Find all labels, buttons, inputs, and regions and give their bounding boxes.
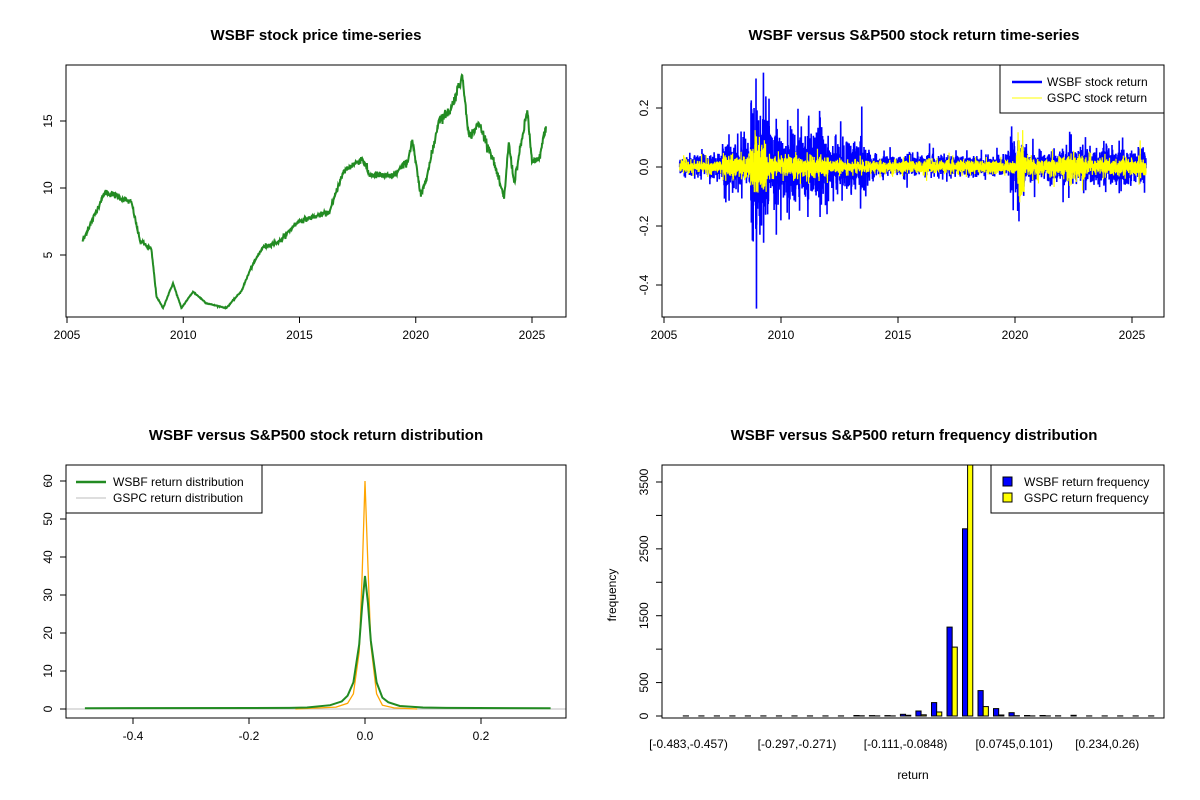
y-tick-label: 3500: [637, 468, 651, 495]
x-tick-label: 2010: [768, 328, 795, 342]
legend-swatch-gspc: [1002, 492, 1013, 503]
y-tick-label: 40: [41, 550, 55, 564]
return-legend: WSBF stock return GSPC stock return: [999, 64, 1165, 114]
y-tick-label: 10: [41, 181, 55, 195]
x-category-label: [-0.483,-0.457): [649, 737, 728, 751]
gspc-bar: [967, 465, 974, 717]
x-tick-label: 2005: [651, 328, 678, 342]
x-tick-label: 2025: [1119, 328, 1146, 342]
gspc-density-line: [295, 480, 418, 710]
wsbf-bar: [1008, 712, 1015, 717]
y-tick-label: 0.0: [637, 158, 651, 175]
price-plot-box: [65, 64, 567, 318]
price-line: [81, 73, 547, 311]
gspc-bar: [951, 646, 958, 717]
wsbf-bar: [962, 528, 969, 717]
return-plot-box: [661, 64, 1165, 318]
y-tick-label: 5: [41, 251, 55, 258]
x-category-label: [0.234,0.26): [1075, 737, 1139, 751]
wsbf-bar: [915, 710, 922, 717]
gspc-return-line: [679, 130, 1147, 203]
histogram-plot-box: [661, 464, 1165, 719]
x-tick-label: 2015: [286, 328, 313, 342]
legend-label-wsbf: WSBF return frequency: [1024, 475, 1149, 489]
return-title: WSBF versus S&P500 stock return time-ser…: [749, 27, 1080, 44]
gspc-bar: [936, 711, 943, 717]
wsbf-bar: [1039, 715, 1046, 717]
y-tick-label: 0: [637, 712, 651, 719]
y-tick-label: -0.4: [637, 274, 651, 295]
x-tick-label: 0.2: [473, 729, 490, 743]
gspc-bar: [920, 714, 927, 717]
x-category-label: [-0.297,-0.271): [758, 737, 837, 751]
x-tick-label: 2020: [402, 328, 429, 342]
x-tick-label: -0.2: [239, 729, 260, 743]
density-legend: WSBF return distribution GSPC return dis…: [65, 464, 263, 514]
x-category-label: [-0.111,-0.0848): [864, 737, 948, 751]
y-tick-label: 0.2: [637, 99, 651, 116]
y-tick-label: 60: [41, 474, 55, 488]
gspc-bar: [982, 706, 989, 717]
y-tick-label: 1500: [637, 602, 651, 629]
x-tick-label: 2010: [170, 328, 197, 342]
wsbf-bar: [946, 626, 953, 717]
wsbf-bar: [853, 715, 860, 717]
x-tick-label: 2005: [54, 328, 81, 342]
price-title: WSBF stock price time-series: [211, 27, 422, 44]
y-axis-label: frequency: [605, 569, 619, 622]
price-panel: WSBF stock price time-series 2005 2010 201…: [41, 27, 567, 342]
wsbf-bar: [1070, 714, 1077, 717]
legend-label-gspc: GSPC return distribution: [113, 491, 243, 505]
gspc-bar: [998, 714, 1005, 717]
wsbf-bar: [931, 702, 938, 717]
legend-label-wsbf: WSBF stock return: [1047, 75, 1148, 89]
y-tick-label: 50: [41, 512, 55, 526]
density-panel: WSBF versus S&P500 stock return distribu…: [41, 427, 567, 743]
x-axis-label: return: [897, 768, 928, 782]
x-tick-label: 2015: [885, 328, 912, 342]
y-tick-label: 20: [41, 626, 55, 640]
y-tick-label: 15: [41, 114, 55, 128]
wsbf-bar: [993, 708, 1000, 717]
x-tick-label: -0.4: [123, 729, 144, 743]
wsbf-density-line: [84, 575, 551, 710]
density-plot-box: [65, 464, 567, 719]
x-category-label: [0.0745,0.101): [975, 737, 1052, 751]
return-panel: WSBF versus S&P500 stock return time-ser…: [637, 27, 1165, 342]
wsbf-bar: [899, 713, 907, 717]
histogram-panel: WSBF versus S&P500 return frequency dist…: [605, 427, 1165, 782]
wsbf-bar: [977, 690, 984, 717]
y-tick-label: 30: [41, 588, 55, 602]
y-tick-label: 0: [41, 705, 55, 712]
histogram-legend: WSBF return frequency GSPC return freque…: [990, 464, 1165, 514]
y-tick-label: 10: [41, 664, 55, 678]
legend-label-gspc: GSPC return frequency: [1024, 491, 1149, 505]
x-tick-label: 0.0: [357, 729, 374, 743]
legend-label-gspc: GSPC stock return: [1047, 91, 1147, 105]
legend-swatch-wsbf: [1002, 476, 1013, 487]
legend-label-wsbf: WSBF return distribution: [113, 475, 244, 489]
gspc-bar: [905, 714, 912, 717]
histogram-title: WSBF versus S&P500 return frequency dist…: [731, 427, 1098, 444]
density-title: WSBF versus S&P500 stock return distribu…: [149, 427, 483, 444]
x-tick-label: 2020: [1002, 328, 1029, 342]
y-tick-label: 2500: [637, 535, 651, 562]
wsbf-bar: [1024, 715, 1031, 717]
y-tick-label: -0.2: [637, 215, 651, 236]
x-tick-label: 2025: [519, 328, 546, 342]
y-tick-label: 500: [637, 672, 651, 692]
